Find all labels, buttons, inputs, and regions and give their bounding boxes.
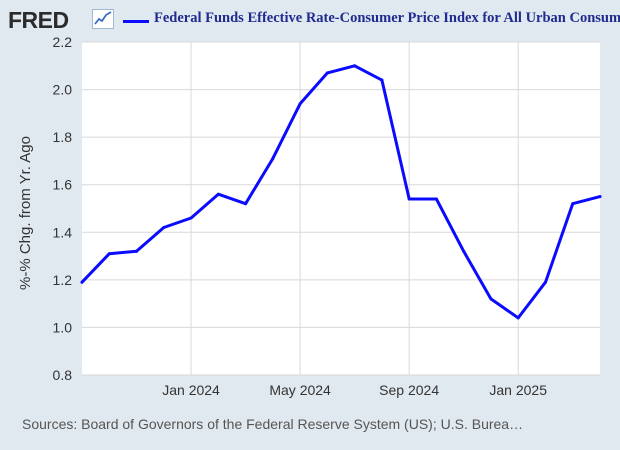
data-point (271, 157, 275, 161)
y-tick-label: 1.6 (53, 177, 73, 193)
data-point (353, 64, 357, 68)
data-point (380, 78, 384, 82)
series-points (80, 64, 602, 320)
plot-area (82, 42, 600, 375)
data-point (543, 280, 547, 284)
line-chart: 0.8 1.0 1.2 1.4 1.6 1.8 2.0 2.2 Jan 2024 May 202… (17, 34, 602, 398)
x-tick-label: Jan 2024 (162, 382, 220, 398)
x-tick-label: May 2024 (269, 382, 331, 398)
fred-logo: FRED (8, 7, 69, 33)
y-tick-label: 1.0 (53, 319, 73, 335)
data-point (107, 252, 111, 256)
data-point (325, 71, 329, 75)
data-point (135, 249, 139, 253)
x-tick-label: Sep 2024 (379, 382, 439, 398)
y-tick-label: 2.2 (53, 34, 73, 50)
data-point (571, 202, 575, 206)
data-point (244, 202, 248, 206)
x-tick-label: Jan 2025 (489, 382, 547, 398)
legend-swatch (123, 20, 149, 23)
data-point (462, 249, 466, 253)
data-point (80, 280, 84, 284)
line-chart-icon (92, 9, 114, 29)
series-line (80, 64, 602, 320)
y-tick-label: 1.2 (53, 272, 73, 288)
sources-footer: Sources: Board of Governors of the Feder… (22, 416, 524, 432)
y-axis-ticks: 0.8 1.0 1.2 1.4 1.6 1.8 2.0 2.2 (53, 34, 73, 383)
x-axis-ticks: Jan 2024 May 2024 Sep 2024 Jan 2025 (162, 382, 547, 398)
data-point (298, 102, 302, 106)
y-tick-label: 2.0 (53, 82, 73, 98)
y-tick-label: 0.8 (53, 367, 73, 383)
data-point (489, 297, 493, 301)
data-point (516, 316, 520, 320)
data-point (189, 216, 193, 220)
y-tick-label: 1.4 (53, 224, 73, 240)
data-point (434, 197, 438, 201)
data-point (598, 195, 602, 199)
legend-label: Federal Funds Effective Rate-Consumer Pr… (154, 10, 620, 26)
data-point (407, 197, 411, 201)
y-axis-title: %-% Chg. from Yr. Ago (17, 136, 34, 290)
data-point (162, 226, 166, 230)
data-point (216, 192, 220, 196)
grid-lines (82, 41, 600, 376)
y-tick-label: 1.8 (53, 129, 73, 145)
chart-header: FRED Federal Funds Effective Rate-Consum… (8, 6, 620, 36)
